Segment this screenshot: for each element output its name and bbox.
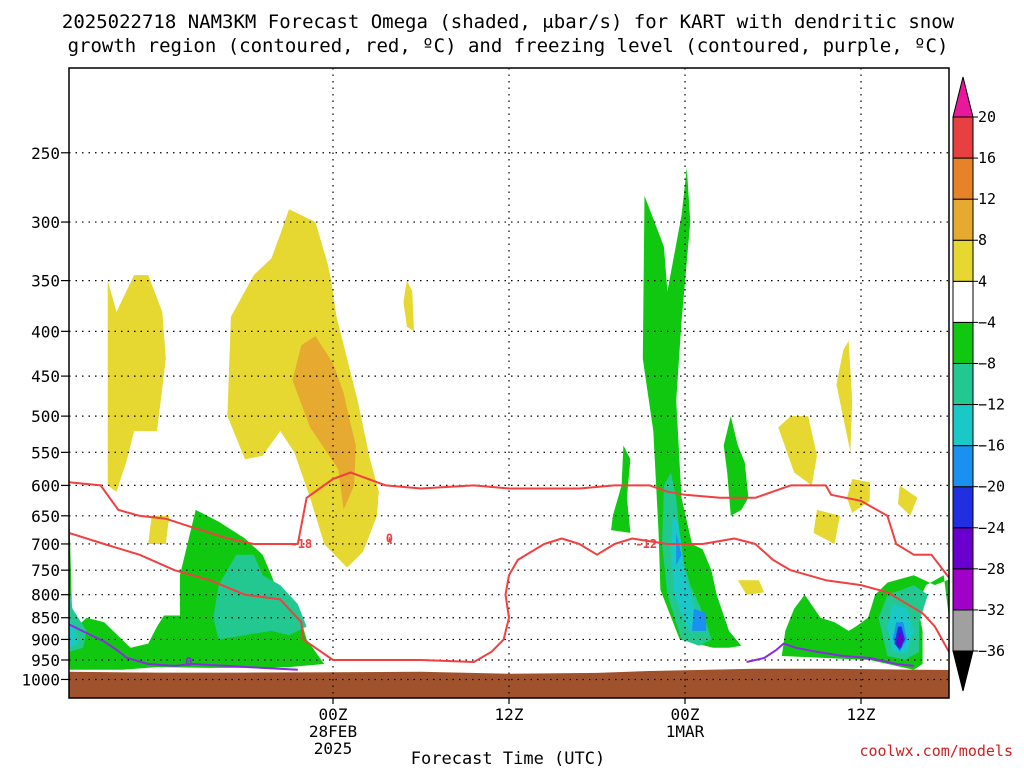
omega-shade-region — [692, 608, 707, 631]
colorbar-tick-label: 4 — [978, 272, 987, 290]
chart-title-line1: 2025022718 NAM3KM Forecast Omega (shaded… — [62, 11, 955, 33]
y-tick-label: 900 — [31, 630, 60, 649]
omega-shade-region — [836, 340, 853, 453]
x-axis-label: Forecast Time (UTC) — [411, 749, 605, 768]
colorbar-tick-label: −20 — [978, 478, 1005, 496]
y-tick-label: 1000 — [21, 670, 60, 689]
contour-label: 0 — [185, 655, 192, 669]
omega-shade-region — [896, 630, 904, 648]
x-tick-label: 12Z — [847, 705, 876, 724]
colorbar-tick-label: −16 — [978, 437, 1005, 455]
y-tick-label: 850 — [31, 609, 60, 628]
ground-surface — [69, 668, 949, 698]
omega-shade-region — [778, 416, 817, 486]
colorbar-tick-label: −24 — [978, 519, 1005, 537]
colorbar-segment — [952, 609, 974, 652]
omega-shade-region — [642, 167, 742, 648]
x-tick-label: 00Z — [671, 705, 700, 724]
credit-text: coolwx.com/models — [859, 742, 1013, 760]
colorbar-tick-label: 12 — [978, 190, 996, 208]
y-tick-label: 500 — [31, 407, 60, 426]
colorbar-tick-label: −4 — [978, 313, 996, 331]
y-axis-pressure: 250 300 350 400 450 500 550 600 650 700 750 800 850 9… — [21, 144, 69, 689]
contour-label: -12 — [635, 537, 657, 551]
contour-line — [69, 623, 298, 671]
omega-shade-region — [403, 280, 414, 332]
x-tick-label: 28FEB — [309, 722, 357, 741]
contour-line — [69, 471, 949, 580]
y-tick-label: 350 — [31, 272, 60, 291]
temperature-contours: -18 0 -12 0 — [69, 471, 949, 671]
omega-shade-region — [676, 532, 682, 566]
omega-shade-region — [737, 580, 765, 595]
y-tick-label: 550 — [31, 443, 60, 462]
colorbar-under-arrow — [952, 650, 974, 692]
contour-line — [746, 642, 914, 667]
colorbar-tick-label: −32 — [978, 601, 1005, 619]
colorbar-segment — [952, 157, 974, 200]
colorbar-segment — [952, 116, 974, 159]
x-tick-label: 1MAR — [666, 722, 705, 741]
omega-shade-region — [107, 275, 166, 492]
colorbar-segment — [952, 445, 974, 488]
colorbar-segment — [952, 321, 974, 364]
colorbar-tick-label: −8 — [978, 354, 996, 372]
colorbar-segment — [952, 239, 974, 282]
contour-label: 0 — [386, 531, 393, 545]
colorbar-segment — [952, 486, 974, 529]
colorbar-tick-label: −36 — [978, 642, 1005, 660]
colorbar-tick-label: 16 — [978, 149, 996, 167]
y-tick-label: 600 — [31, 476, 60, 495]
y-tick-label: 400 — [31, 322, 60, 341]
omega-shade-region — [898, 485, 918, 516]
colorbar-tick-label: −28 — [978, 560, 1005, 578]
chart-title-line2: growth region (contoured, red, ºC) and f… — [68, 35, 949, 57]
y-tick-label: 650 — [31, 507, 60, 526]
colorbar-over-arrow — [952, 76, 974, 118]
omega-shade-region — [611, 445, 631, 533]
ground-fill — [69, 668, 949, 698]
contour-line — [69, 531, 949, 663]
colorbar-segment — [952, 404, 974, 447]
omega-shade-region — [723, 416, 749, 516]
colorbar-segment — [952, 568, 974, 611]
y-tick-label: 300 — [31, 213, 60, 232]
omega-shade-region — [846, 479, 870, 513]
omega-shade-region — [813, 509, 840, 544]
colorbar: −36 −32 −28 −24 −20 −16 −12 −8 −4 4 8 12 16 20 — [952, 76, 1005, 692]
colorbar-segment — [952, 198, 974, 241]
contour-line — [388, 538, 393, 545]
colorbar-segment — [952, 280, 974, 323]
colorbar-tick-label: 8 — [978, 231, 987, 249]
y-tick-label: 250 — [31, 144, 60, 163]
contour-label: -18 — [290, 537, 312, 551]
x-tick-label: 00Z — [319, 705, 348, 724]
omega-shade-region — [148, 515, 170, 544]
y-tick-label: 450 — [31, 367, 60, 386]
colorbar-tick-label: −12 — [978, 396, 1005, 414]
y-tick-label: 800 — [31, 586, 60, 605]
colorbar-segment — [952, 527, 974, 570]
colorbar-segment — [952, 362, 974, 406]
colorbar-tick-label: 20 — [978, 108, 996, 126]
omega-shade-region — [292, 336, 356, 510]
y-tick-label: 700 — [31, 535, 60, 554]
x-tick-label: 2025 — [314, 739, 353, 758]
y-tick-label: 950 — [31, 651, 60, 670]
y-tick-label: 750 — [31, 561, 60, 580]
grid-lines — [69, 68, 949, 698]
x-tick-label: 12Z — [495, 705, 524, 724]
